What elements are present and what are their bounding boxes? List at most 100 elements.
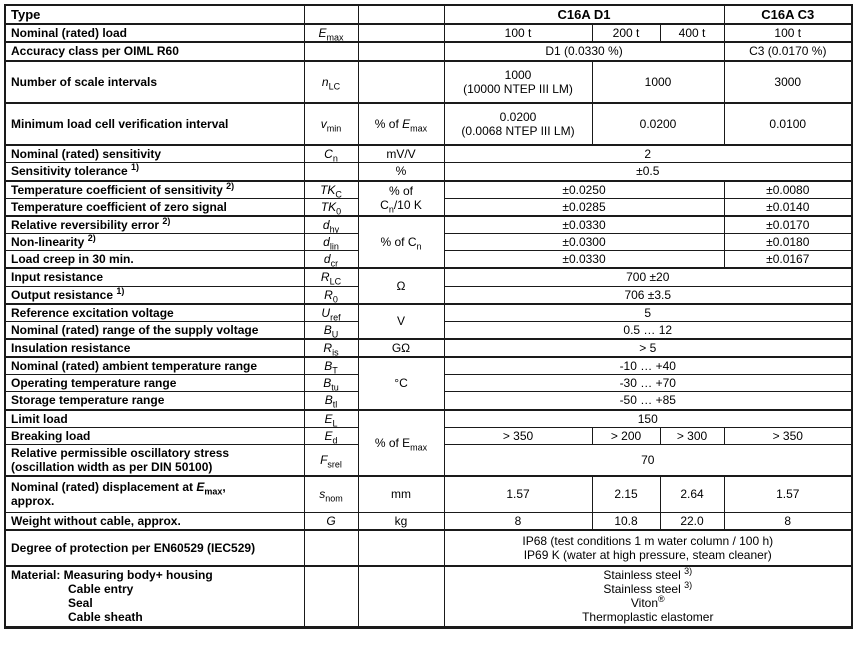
nominal-sensitivity-row: Nominal (rated) sensitivity Cn mV/V 2 — [4, 144, 853, 164]
ambient-temp-range-unit: °C — [357, 356, 445, 411]
accuracy-class-value: C3 (0.0170 %) — [723, 41, 853, 62]
temp-coeff-zero-symbol: TK0 — [303, 197, 359, 217]
temp-coeff-sensitivity-row: Temperature coefficient of sensitivity 2… — [4, 179, 853, 217]
non-linearity-value: ±0.0300 — [443, 233, 725, 252]
scale-intervals-row: Number of scale intervals nLC 1000 (10000 N… — [4, 59, 853, 104]
breaking-load-symbol: Ed — [303, 426, 359, 445]
degree-of-protection-unit — [357, 528, 445, 567]
supply-voltage-range-row: Nominal (rated) range of the supply volt… — [4, 320, 853, 340]
header-unit-cell — [357, 3, 445, 25]
temp-coeff-sensitivity-unit: % of Cn/10 K — [357, 179, 445, 217]
min-verification-interval-label: Minimum load cell verification interval — [4, 101, 305, 146]
temp-coeff-zero-row: Temperature coefficient of zero signal TK… — [4, 197, 853, 217]
nominal-load-value: 100 t — [443, 23, 593, 43]
input-resistance-symbol: RLC — [303, 267, 359, 287]
material-unit — [357, 565, 445, 628]
spec-table: Type C16A D1 C16A C3 Nominal (rated) load Em… — [4, 3, 854, 629]
temp-coeff-sensitivity-symbol: TKC — [303, 179, 359, 199]
min-verification-interval-value: 0.0200 (0.0068 NTEP III LM) — [443, 101, 593, 146]
weight-value: 8 — [443, 511, 593, 531]
accuracy-class-value: D1 (0.0330 %) — [443, 41, 725, 62]
ambient-temp-range-label: Nominal (rated) ambient temperature rang… — [4, 356, 305, 376]
temp-coeff-sensitivity-value: ±0.0250 — [443, 179, 725, 199]
sensitivity-tolerance-label: Sensitivity tolerance 1) — [4, 162, 305, 182]
accuracy-class-row: Accuracy class per OIML R60 D1 (0.0330 %)… — [4, 41, 853, 62]
weight-value: 10.8 — [591, 511, 661, 531]
breaking-load-value: > 350 — [443, 426, 593, 445]
nominal-sensitivity-unit: mV/V — [357, 144, 445, 164]
type-header: Type — [4, 3, 305, 25]
insulation-resistance-unit: GΩ — [357, 337, 445, 358]
reference-excitation-voltage-symbol: Uref — [303, 302, 359, 322]
scale-intervals-symbol: nLC — [303, 59, 359, 104]
input-resistance-row: Input resistance RLC Ω 700 ±20 — [4, 267, 853, 305]
load-creep-value: ±0.0167 — [723, 250, 853, 269]
input-resistance-label: Input resistance — [4, 267, 305, 287]
oscillatory-stress-label: Relative permissible oscillatory stress(… — [4, 443, 305, 477]
oscillatory-stress-symbol: Fsrel — [303, 443, 359, 477]
scale-intervals-value: 3000 — [723, 59, 853, 104]
scale-intervals-value: 1000 — [591, 59, 725, 104]
insulation-resistance-value: > 5 — [443, 337, 853, 358]
reversibility-error-symbol: dhy — [303, 214, 359, 235]
limit-load-unit: % of Emax — [357, 408, 445, 477]
limit-load-symbol: EL — [303, 408, 359, 428]
non-linearity-label: Non-linearity 2) — [4, 233, 305, 252]
degree-of-protection-symbol — [303, 528, 359, 567]
nominal-displacement-row: Nominal (rated) displacement at Emax, app… — [4, 475, 853, 513]
nominal-displacement-symbol: snom — [303, 475, 359, 513]
min-verification-interval-value: 0.0200 — [591, 101, 725, 146]
output-resistance-label: Output resistance 1) — [4, 285, 305, 305]
nominal-load-value: 100 t — [723, 23, 853, 43]
insulation-resistance-row: Insulation resistance Ris GΩ > 5 — [4, 337, 853, 358]
min-verification-interval-row: Minimum load cell verification interval v… — [4, 101, 853, 146]
load-creep-label: Load creep in 30 min. — [4, 250, 305, 269]
nominal-load-value: 200 t — [591, 23, 661, 43]
oscillatory-stress-value: 70 — [443, 443, 853, 477]
min-verification-interval-unit: % of Emax — [357, 101, 445, 146]
scale-intervals-label: Number of scale intervals — [4, 59, 305, 104]
operating-temp-range-label: Operating temperature range — [4, 374, 305, 393]
breaking-load-value: > 350 — [723, 426, 853, 445]
breaking-load-value: > 200 — [591, 426, 661, 445]
scale-intervals-value: 1000 (10000 NTEP III LM) — [443, 59, 593, 104]
nominal-load-symbol: Emax — [303, 23, 359, 43]
header-row: Type C16A D1 C16A C3 — [4, 3, 853, 25]
header-symbol-cell — [303, 3, 359, 25]
reversibility-error-row: Relative reversibility error 2) dhy% of C… — [4, 214, 853, 269]
limit-load-label: Limit load — [4, 408, 305, 428]
accuracy-class-symbol — [303, 41, 359, 62]
material-label: Material: Measuring body+ housing Cable e… — [4, 565, 305, 628]
nominal-load-unit — [357, 23, 445, 43]
weight-label: Weight without cable, approx. — [4, 511, 305, 531]
ambient-temp-range-symbol: BT — [303, 356, 359, 376]
non-linearity-value: ±0.0180 — [723, 233, 853, 252]
output-resistance-symbol: R0 — [303, 285, 359, 305]
supply-voltage-range-symbol: BU — [303, 320, 359, 340]
temp-coeff-zero-value: ±0.0140 — [723, 197, 853, 217]
model-header: C16A C3 — [723, 3, 853, 25]
ambient-temp-range-value: -10 … +40 — [443, 356, 853, 376]
sensitivity-tolerance-row: Sensitivity tolerance 1)% ±0.5 — [4, 162, 853, 182]
reference-excitation-voltage-value: 5 — [443, 302, 853, 322]
storage-temp-range-value: -50 … +85 — [443, 391, 853, 411]
nominal-displacement-value: 2.64 — [659, 475, 725, 513]
supply-voltage-range-value: 0.5 … 12 — [443, 320, 853, 340]
breaking-load-label: Breaking load — [4, 426, 305, 445]
temp-coeff-sensitivity-value: ±0.0080 — [723, 179, 853, 199]
weight-value: 8 — [723, 511, 853, 531]
nominal-sensitivity-symbol: Cn — [303, 144, 359, 164]
nominal-displacement-value: 2.15 — [591, 475, 661, 513]
nominal-displacement-value: 1.57 — [443, 475, 593, 513]
reversibility-error-unit: % of Cn — [357, 214, 445, 269]
limit-load-row: Limit load EL% of Emax 150 — [4, 408, 853, 477]
temp-coeff-sensitivity-label: Temperature coefficient of sensitivity 2… — [4, 179, 305, 199]
insulation-resistance-label: Insulation resistance — [4, 337, 305, 358]
limit-load-value: 150 — [443, 408, 853, 428]
scale-intervals-unit — [357, 59, 445, 104]
nominal-load-value: 400 t — [659, 23, 725, 43]
weight-symbol: G — [303, 511, 359, 531]
operating-temp-range-symbol: Btu — [303, 374, 359, 393]
model-header: C16A D1 — [443, 3, 725, 25]
